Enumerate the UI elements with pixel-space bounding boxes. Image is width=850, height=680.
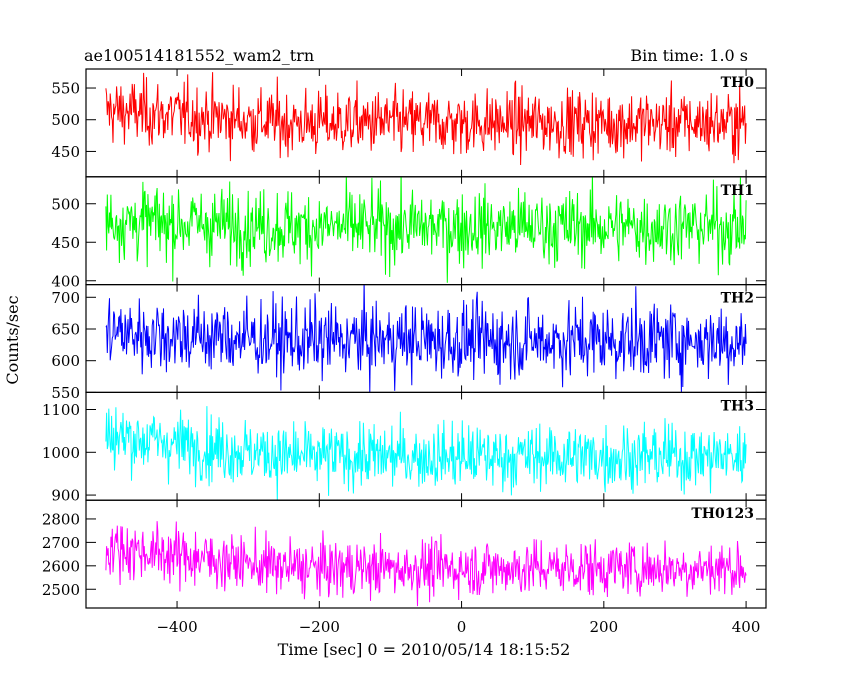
chart-title: ae100514181552_wam2_trn xyxy=(84,46,314,65)
series-line-th1 xyxy=(105,176,747,283)
y-tick-label: 1000 xyxy=(42,444,80,462)
panels-group: 450 500 550 TH0 400 450 500 TH1 550 600 650 700 TH2 9… xyxy=(42,68,767,636)
y-tick-label: 2700 xyxy=(42,534,80,552)
x-tick-label: 200 xyxy=(590,618,619,636)
series-line-th3 xyxy=(105,406,747,501)
x-tick-label: −200 xyxy=(299,618,340,636)
y-tick-label: 700 xyxy=(51,289,80,307)
y-tick-label: 500 xyxy=(51,111,80,129)
panel-label-th1: TH1 xyxy=(721,183,754,199)
x-tick-label: 0 xyxy=(457,618,467,636)
panel-label-th3: TH3 xyxy=(721,398,754,414)
y-tick-label: 2500 xyxy=(42,581,80,599)
y-tick-label: 900 xyxy=(51,487,80,505)
panel-label-th0123: TH0123 xyxy=(691,506,754,522)
series-line-th0 xyxy=(105,72,747,166)
panel-label-th0: TH0 xyxy=(721,75,755,91)
y-tick-label: 600 xyxy=(51,352,80,370)
x-tick-label: −400 xyxy=(156,618,197,636)
panel-label-th2: TH2 xyxy=(721,291,754,307)
y-tick-label: 1100 xyxy=(42,401,80,419)
x-axis-label: Time [sec] 0 = 2010/05/14 18:15:52 xyxy=(278,640,571,659)
y-tick-label: 450 xyxy=(51,234,80,252)
y-tick-label: 450 xyxy=(51,143,80,161)
y-tick-label: 650 xyxy=(51,320,80,338)
y-axis-label: Counts/sec xyxy=(3,295,22,384)
y-tick-label: 2800 xyxy=(42,510,80,528)
panel-frame-th0123 xyxy=(85,499,767,609)
y-tick-label: 400 xyxy=(51,272,80,290)
series-line-th0123 xyxy=(105,521,747,607)
y-tick-label: 550 xyxy=(51,384,80,402)
y-tick-label: 550 xyxy=(51,80,80,98)
series-line-th2 xyxy=(105,284,747,393)
x-tick-label: 400 xyxy=(732,618,761,636)
y-tick-label: 500 xyxy=(51,195,80,213)
y-tick-label: 2600 xyxy=(42,557,80,575)
bin-time-label: Bin time: 1.0 s xyxy=(630,46,748,65)
